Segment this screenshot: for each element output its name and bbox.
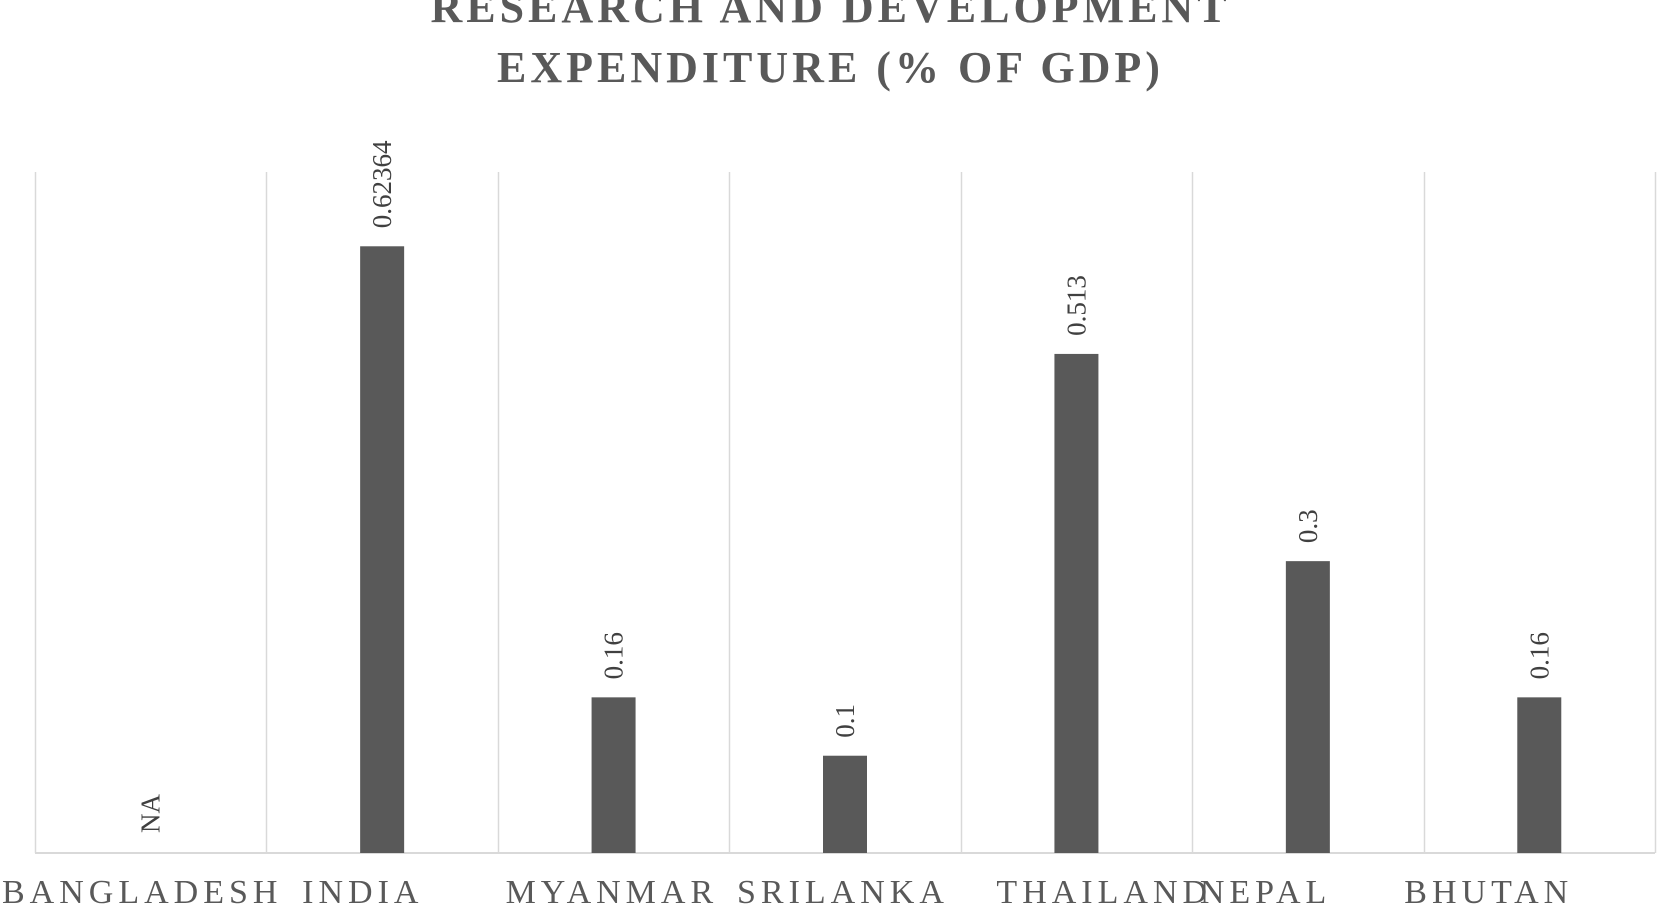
data-label-myanmar: 0.16 (599, 632, 629, 679)
tick-label-india: INDIA (302, 874, 423, 910)
chart-title-line-2: EXPENDITURE (% OF GDP) (497, 43, 1164, 92)
chart-title: RESEARCH AND DEVELOPMENT EXPENDITURE (% … (0, 0, 1661, 98)
tick-label-bhutan: BHUTAN (1404, 874, 1573, 910)
tick-label-bangladesh: BANGLADESH (2, 874, 282, 910)
data-label-thailand: 0.513 (1061, 275, 1091, 336)
tick-label-thailand: THAILAND (996, 874, 1212, 910)
tick-label-nepal: NEPAL (1200, 874, 1331, 910)
chart-title-line-1: RESEARCH AND DEVELOPMENT (430, 0, 1231, 32)
tick-label-myanmar: MYANMAR (506, 874, 719, 910)
bar-nepal (1285, 561, 1330, 853)
data-label-nepal: 0.3 (1293, 509, 1323, 543)
bar-srilanka (823, 755, 867, 853)
tick-label-srilanka: SRILANKA (737, 874, 949, 910)
bar-india (360, 246, 405, 854)
bar-thailand (1054, 353, 1099, 853)
grid-lines (34, 172, 1657, 854)
bars (360, 246, 1562, 854)
data-label-india: 0.62364 (367, 140, 397, 228)
data-label-bhutan: 0.16 (1524, 632, 1554, 679)
data-label-srilanka: 0.1 (830, 704, 860, 738)
data-labels: NA 0.62364 0.16 0.1 0.513 0.3 0.16 (136, 140, 1555, 833)
data-label-bangladesh: NA (136, 794, 166, 833)
category-tick-labels: BANGLADESH INDIA MYANMAR SRILANKA THAILANDNE… (2, 874, 1573, 910)
bar-bhutan (1517, 697, 1562, 853)
bar-myanmar (591, 697, 636, 853)
